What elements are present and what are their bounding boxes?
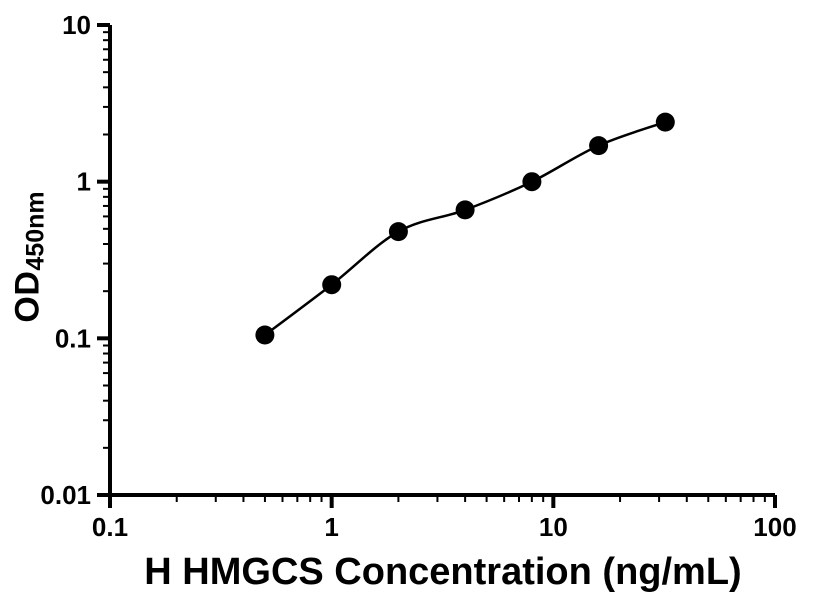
- x-tick-label: 100: [753, 512, 796, 542]
- data-point: [589, 136, 609, 156]
- x-tick-label: 10: [539, 512, 568, 542]
- y-axis-title: OD450nm: [8, 191, 50, 323]
- data-point: [255, 325, 275, 345]
- y-tick-label: 0.01: [40, 480, 91, 510]
- y-tick-label: 10: [62, 10, 91, 40]
- y-axis-title-subscript: 450nm: [21, 191, 50, 271]
- y-tick-label: 1: [77, 167, 91, 197]
- axes-spines: [108, 25, 775, 497]
- y-axis-title-main: OD: [8, 270, 47, 323]
- data-point: [655, 112, 675, 132]
- x-tick-label: 0.1: [92, 512, 128, 542]
- x-axis-title: H HMGCS Concentration (ng/mL): [144, 551, 742, 593]
- y-tick-label: 0.1: [55, 323, 91, 353]
- data-point: [522, 172, 542, 192]
- x-tick-label: 1: [324, 512, 338, 542]
- data-point: [388, 222, 408, 242]
- data-point: [455, 200, 475, 220]
- fit-curve: [264, 120, 666, 337]
- data-point: [322, 275, 342, 295]
